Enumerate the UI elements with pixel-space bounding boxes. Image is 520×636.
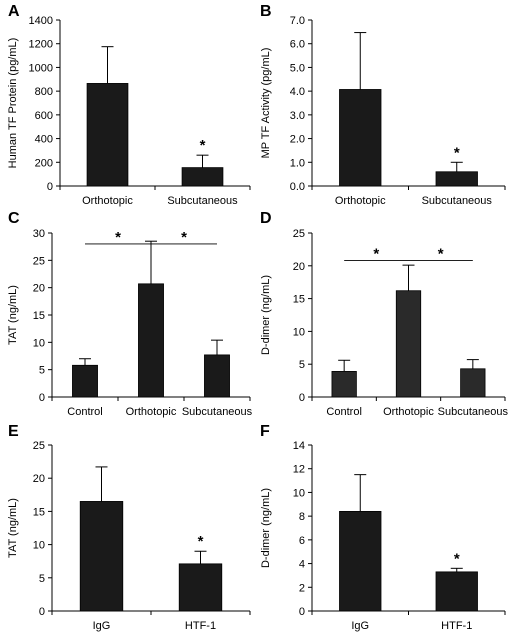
y-axis-title-a: Human TF Protein (pg/mL) <box>7 38 19 169</box>
y-axis-title-e: TAT (ng/mL) <box>7 498 19 558</box>
y-tick-label-f: 14 <box>293 440 305 452</box>
y-tick-label-f: 10 <box>293 487 305 499</box>
y-tick-label-f: 8 <box>299 511 305 523</box>
bar-f-0 <box>339 510 382 612</box>
y-tick-label-f: 6 <box>299 535 305 547</box>
bracket-star-d-0: * <box>373 246 379 263</box>
y-tick-label-a: 800 <box>35 86 53 98</box>
significance-star-f: * <box>454 550 460 567</box>
y-tick-label-a: 200 <box>35 157 53 169</box>
bar-e-0 <box>79 501 124 612</box>
bar-d-1 <box>395 290 422 398</box>
y-tick-label-b: 1.0 <box>290 157 305 169</box>
y-tick-label-b: 7.0 <box>290 15 305 27</box>
significance-star-b: * <box>454 144 460 161</box>
y-tick-label-c: 20 <box>33 283 45 295</box>
y-axis-title-b: MP TF Activity (pg/mL) <box>260 48 272 159</box>
bar-e-1 <box>178 563 223 612</box>
bar-c-1 <box>138 283 164 398</box>
x-tick-label-c-1: Orthotopic <box>126 406 177 418</box>
y-tick-label-e: 15 <box>33 506 45 518</box>
x-tick-label-d-0: Control <box>326 406 361 418</box>
panel-label-c: C <box>8 210 20 227</box>
y-tick-label-c: 25 <box>33 255 45 267</box>
y-tick-label-f: 0 <box>299 606 305 618</box>
y-tick-label-d: 0 <box>299 392 305 404</box>
bracket-star-c-0: * <box>115 229 121 246</box>
y-tick-label-b: 2.0 <box>290 134 305 146</box>
y-tick-label-d: 5 <box>299 359 305 371</box>
bar-a-0 <box>86 83 129 187</box>
bracket-star-d-1: * <box>438 246 444 263</box>
bracket-star-c-1: * <box>181 229 187 246</box>
x-tick-label-f-0: IgG <box>351 620 369 632</box>
y-tick-label-e: 20 <box>33 473 45 485</box>
bar-c-2 <box>204 354 230 398</box>
y-tick-label-c: 30 <box>33 228 45 240</box>
y-tick-label-b: 4.0 <box>290 86 305 98</box>
bar-b-1 <box>435 171 478 187</box>
bar-f-1 <box>435 571 478 612</box>
x-tick-label-c-2: Subcutaneous <box>182 406 253 418</box>
bar-c-0 <box>72 364 98 398</box>
y-tick-label-d: 20 <box>293 261 305 273</box>
y-tick-label-e: 25 <box>33 440 45 452</box>
x-tick-label-d-1: Orthotopic <box>383 406 434 418</box>
y-tick-label-c: 15 <box>33 310 45 322</box>
significance-star-a: * <box>200 137 206 154</box>
y-tick-label-d: 15 <box>293 294 305 306</box>
y-tick-label-a: 1400 <box>29 15 53 27</box>
x-tick-label-e-0: IgG <box>93 620 111 632</box>
panel-label-b: B <box>260 3 272 20</box>
y-tick-label-e: 5 <box>39 573 45 585</box>
y-tick-label-f: 12 <box>293 464 305 476</box>
y-tick-label-c: 10 <box>33 337 45 349</box>
y-tick-label-d: 25 <box>293 228 305 240</box>
y-tick-label-a: 1000 <box>29 62 53 74</box>
y-tick-label-a: 400 <box>35 134 53 146</box>
y-tick-label-b: 6.0 <box>290 39 305 51</box>
y-tick-label-f: 4 <box>299 559 305 571</box>
panel-label-e: E <box>8 423 19 440</box>
y-tick-label-b: 5.0 <box>290 62 305 74</box>
x-tick-label-d-2: Subcutaneous <box>438 406 509 418</box>
x-tick-label-e-1: HTF-1 <box>185 620 216 632</box>
significance-star-e: * <box>198 533 204 550</box>
y-tick-label-d: 10 <box>293 326 305 338</box>
bar-a-1 <box>181 167 224 187</box>
x-tick-label-a-1: Subcutaneous <box>167 195 238 207</box>
panel-label-a: A <box>8 3 20 20</box>
y-axis-title-d: D-dimer (ng/mL) <box>260 275 272 355</box>
y-axis-title-f: D-dimer (ng/mL) <box>260 488 272 568</box>
x-tick-label-a-0: Orthotopic <box>82 195 133 207</box>
x-tick-label-c-0: Control <box>67 406 102 418</box>
y-tick-label-c: 5 <box>39 365 45 377</box>
y-tick-label-a: 600 <box>35 110 53 122</box>
panel-label-f: F <box>260 423 270 440</box>
y-tick-label-b: 0.0 <box>290 181 305 193</box>
x-tick-label-b-1: Subcutaneous <box>422 195 493 207</box>
y-tick-label-e: 0 <box>39 606 45 618</box>
x-tick-label-f-1: HTF-1 <box>441 620 472 632</box>
y-tick-label-b: 3.0 <box>290 110 305 122</box>
y-axis-title-c: TAT (ng/mL) <box>7 285 19 345</box>
y-tick-label-a: 0 <box>47 181 53 193</box>
bar-d-2 <box>460 368 486 398</box>
bar-b-0 <box>339 89 382 187</box>
panel-label-d: D <box>260 210 272 227</box>
y-tick-label-f: 2 <box>299 582 305 594</box>
bar-d-0 <box>331 371 357 398</box>
y-tick-label-e: 10 <box>33 540 45 552</box>
y-tick-label-c: 0 <box>39 392 45 404</box>
x-tick-label-b-0: Orthotopic <box>335 195 386 207</box>
y-tick-label-a: 1200 <box>29 39 53 51</box>
